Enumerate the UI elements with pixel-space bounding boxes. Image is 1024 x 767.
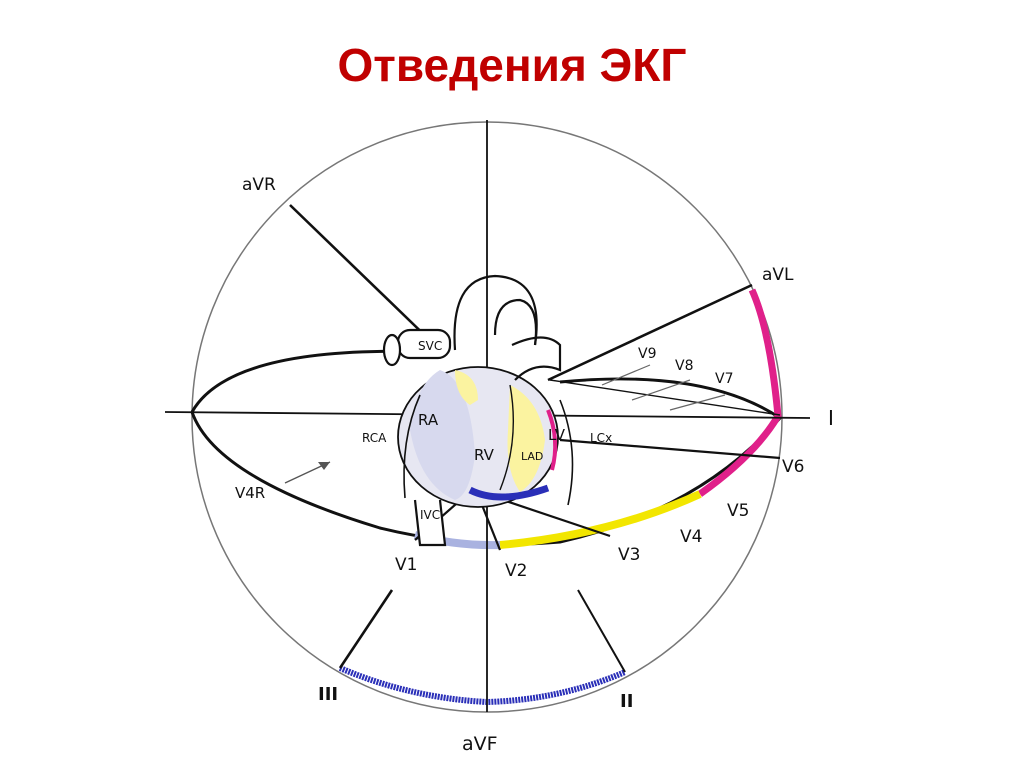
label-v2: V2 bbox=[505, 561, 527, 581]
svc-opening bbox=[382, 333, 402, 367]
label-avl: aVL bbox=[762, 265, 794, 285]
pulmonary-trunk bbox=[511, 336, 562, 381]
lcx-course bbox=[559, 399, 574, 506]
label-v3: V3 bbox=[618, 545, 640, 565]
label-v7: V7 bbox=[715, 371, 733, 387]
lad-course bbox=[499, 384, 515, 491]
label-v4r: V4R bbox=[235, 484, 265, 502]
v4r-arrowhead-icon bbox=[318, 462, 330, 470]
label-avf: aVF bbox=[462, 733, 498, 755]
label-ii: II bbox=[620, 691, 633, 712]
label-v8: V8 bbox=[675, 358, 693, 374]
anterior-territory-arc bbox=[499, 490, 702, 549]
axis-line-v6 bbox=[559, 438, 781, 460]
label-iii: III bbox=[318, 684, 338, 705]
aorta-descending bbox=[493, 298, 538, 346]
label-ivc: IVC bbox=[420, 508, 440, 522]
posterior-arrow-2 bbox=[631, 379, 691, 401]
label-lad: LAD bbox=[521, 450, 543, 463]
label-v4: V4 bbox=[680, 527, 702, 547]
axis-line-avr bbox=[289, 204, 441, 351]
heart-sketch bbox=[382, 274, 574, 547]
right-ventricle-shading bbox=[410, 370, 475, 500]
aorta-arch bbox=[453, 274, 538, 351]
transverse-plane-ellipse bbox=[190, 349, 783, 546]
label-avr: aVR bbox=[242, 175, 276, 195]
label-lcx: LCx bbox=[590, 431, 612, 445]
label-v9: V9 bbox=[638, 346, 656, 362]
axis-line-posterior bbox=[549, 379, 781, 416]
slide-title: Отведения ЭКГ bbox=[337, 39, 687, 91]
septum-yellow bbox=[455, 370, 478, 405]
posterior-arrow-1 bbox=[601, 364, 651, 386]
left-ventricle-yellow bbox=[507, 385, 545, 492]
label-lv: LV bbox=[548, 426, 566, 444]
label-v1: V1 bbox=[395, 555, 417, 575]
label-i: I bbox=[828, 406, 834, 430]
label-rv: RV bbox=[474, 446, 495, 464]
inferior-wall-band bbox=[468, 484, 550, 501]
label-v6: V6 bbox=[782, 457, 804, 477]
label-svc: SVC bbox=[418, 339, 442, 353]
label-v5: V5 bbox=[727, 501, 749, 521]
label-rca: RCA bbox=[362, 431, 387, 445]
lateral-wall-band bbox=[546, 409, 558, 471]
axis-line-avl bbox=[547, 283, 753, 382]
rca-course bbox=[403, 394, 421, 499]
label-ra: RA bbox=[418, 411, 439, 429]
axis-line-ii bbox=[577, 589, 626, 673]
ivc-vessel bbox=[413, 499, 447, 547]
lateral-territory-arc bbox=[697, 288, 782, 497]
posterior-arrow-3 bbox=[669, 394, 726, 411]
axis-line-iii bbox=[338, 589, 394, 669]
